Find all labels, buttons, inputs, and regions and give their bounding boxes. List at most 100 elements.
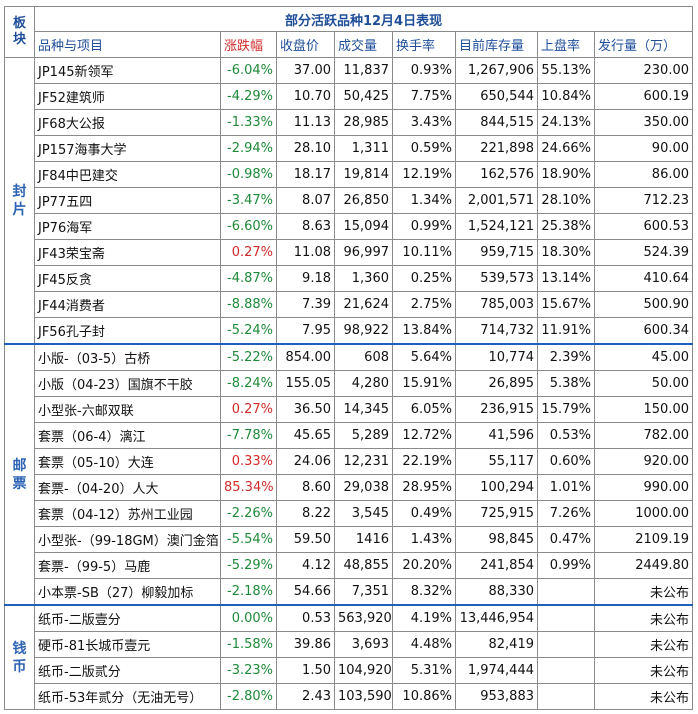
stock-cell: 98,845	[455, 526, 538, 553]
change-cell: -3.47%	[220, 187, 277, 214]
turnover-cell: 4.19%	[392, 604, 456, 632]
stamp-market-table: 板块 部分活跃品种12月4日表现 品种与项目 涨跌幅 收盘价 成交量 换手率 目…	[4, 6, 694, 710]
change-cell: -5.54%	[220, 526, 277, 553]
close-price-cell: 9.18	[276, 265, 335, 292]
turnover-cell: 22.19%	[392, 448, 456, 475]
item-name-cell: 套票（04-12）苏州工业园	[34, 500, 221, 527]
item-name-cell: 套票（06-4）漓江	[34, 422, 221, 449]
table-row: JP157海事大学 -2.94% 28.10 1,311 0.59% 221,898 24.…	[5, 135, 694, 162]
listing-rate-cell	[537, 631, 595, 658]
title-row: 板块 部分活跃品种12月4日表现	[4, 6, 694, 58]
item-name-cell: 小版（04-23）国旗不干胶	[34, 370, 221, 397]
stock-cell: 41,596	[455, 422, 538, 449]
turnover-cell: 6.05%	[392, 396, 456, 423]
close-price-cell: 10.70	[276, 83, 335, 110]
close-price-cell: 28.10	[276, 135, 335, 162]
volume-cell: 98,922	[334, 317, 393, 345]
close-price-cell: 8.60	[276, 474, 335, 501]
change-cell: -7.78%	[220, 422, 277, 449]
listing-rate-cell	[537, 683, 595, 710]
volume-cell: 26,850	[334, 187, 393, 214]
category-label: 封片	[12, 183, 27, 218]
close-price-cell: 8.63	[276, 213, 335, 240]
table-row: 小型张-（99-18GM）澳门金箔 -5.54% 59.50 1416 1.43% 98,…	[5, 526, 694, 553]
volume-cell: 29,038	[334, 474, 393, 501]
stock-cell: 1,267,906	[455, 57, 538, 84]
stock-cell: 844,515	[455, 109, 538, 136]
change-cell: -1.33%	[220, 109, 277, 136]
close-price-cell: 7.95	[276, 317, 335, 345]
listing-rate-cell	[537, 604, 595, 632]
stock-cell: 785,003	[455, 291, 538, 318]
turnover-cell: 8.32%	[392, 578, 456, 606]
change-cell: -5.22%	[220, 343, 277, 371]
table-row: JF68大公报 -1.33% 11.13 28,985 3.43% 844,515 24.1…	[5, 109, 694, 136]
table-row: 套票（04-12）苏州工业园 -2.26% 8.22 3,545 0.49% 725,91…	[5, 500, 694, 527]
item-name-cell: 小型张-六邮双联	[34, 396, 221, 423]
close-price-cell: 4.12	[276, 552, 335, 579]
issue-cell: 350.00	[593, 109, 694, 136]
turnover-cell: 1.34%	[392, 187, 456, 214]
item-name-cell: JF43荣宝斋	[34, 239, 221, 266]
turnover-cell: 3.43%	[392, 109, 456, 136]
listing-rate-cell: 15.79%	[537, 396, 595, 423]
volume-cell: 50,425	[334, 83, 393, 110]
change-cell: 0.27%	[220, 239, 277, 266]
stock-cell: 714,732	[455, 317, 538, 345]
issue-cell: 782.00	[593, 422, 694, 449]
listing-rate-cell: 0.99%	[537, 552, 595, 579]
issue-cell: 990.00	[593, 474, 694, 501]
column-header-close: 收盘价	[276, 31, 335, 58]
change-cell: 0.27%	[220, 396, 277, 423]
turnover-cell: 1.43%	[392, 526, 456, 553]
issue-cell: 410.64	[593, 265, 694, 292]
change-cell: -4.29%	[220, 83, 277, 110]
close-price-cell: 8.22	[276, 500, 335, 527]
category-cell: 封片	[4, 57, 35, 345]
turnover-cell: 15.91%	[392, 370, 456, 397]
table-row: 小本票-SB（27）柳毅加标 -2.18% 54.66 7,351 8.32% 88,33…	[5, 578, 694, 606]
turnover-cell: 0.25%	[392, 265, 456, 292]
issue-cell: 未公布	[593, 657, 694, 684]
item-name-cell: JF68大公报	[34, 109, 221, 136]
issue-cell: 600.34	[593, 317, 694, 345]
change-cell: -3.23%	[220, 657, 277, 684]
item-name-cell: 纸币-53年贰分（无油无号）	[34, 683, 221, 710]
stock-cell: 539,573	[455, 265, 538, 292]
change-cell: -0.98%	[220, 161, 277, 188]
table-row: 小型张-六邮双联 0.27% 36.50 14,345 6.05% 236,915 15.7…	[5, 396, 694, 423]
table-row: 套票-（04-20）人大 85.34% 8.60 29,038 28.95% 100,29…	[5, 474, 694, 501]
table-row: 小版（04-23）国旗不干胶 -8.24% 155.05 4,280 15.91% 26,…	[5, 370, 694, 397]
listing-rate-cell: 0.47%	[537, 526, 595, 553]
volume-cell: 7,351	[334, 578, 393, 606]
listing-rate-cell: 11.91%	[537, 317, 595, 345]
turnover-cell: 5.31%	[392, 657, 456, 684]
turnover-cell: 5.64%	[392, 343, 456, 371]
close-price-cell: 11.08	[276, 239, 335, 266]
table-row: JF45反贪 -4.87% 9.18 1,360 0.25% 539,573 13.14% 4…	[5, 265, 694, 292]
column-header-issue: 发行量（万）	[593, 31, 694, 58]
listing-rate-cell: 5.38%	[537, 370, 595, 397]
close-price-cell: 18.17	[276, 161, 335, 188]
close-price-cell: 854.00	[276, 343, 335, 371]
stock-cell: 221,898	[455, 135, 538, 162]
item-name-cell: JP76海军	[34, 213, 221, 240]
category-header: 板块	[4, 6, 35, 58]
stock-cell: 88,330	[455, 578, 538, 606]
volume-cell: 5,289	[334, 422, 393, 449]
stock-cell: 10,774	[455, 343, 538, 371]
item-name-cell: JF52建筑师	[34, 83, 221, 110]
table-row: 套票-（99-5）马鹿 -5.29% 4.12 48,855 20.20% 241,854…	[5, 552, 694, 579]
item-name-cell: JP77五四	[34, 187, 221, 214]
issue-cell: 600.53	[593, 213, 694, 240]
issue-cell: 1000.00	[593, 500, 694, 527]
turnover-cell: 0.99%	[392, 213, 456, 240]
issue-cell: 未公布	[593, 604, 694, 632]
table-row: 纸币-53年贰分（无油无号） -2.80% 2.43 103,590 10.86% 953…	[5, 683, 694, 710]
table-row: 套票（05-10）大连 0.33% 24.06 12,231 22.19% 55,117 0…	[5, 448, 694, 475]
item-name-cell: 小型张-（99-18GM）澳门金箔	[34, 526, 221, 553]
change-cell: -2.80%	[220, 683, 277, 710]
turnover-cell: 0.49%	[392, 500, 456, 527]
category-cell: 钱币	[4, 604, 35, 710]
